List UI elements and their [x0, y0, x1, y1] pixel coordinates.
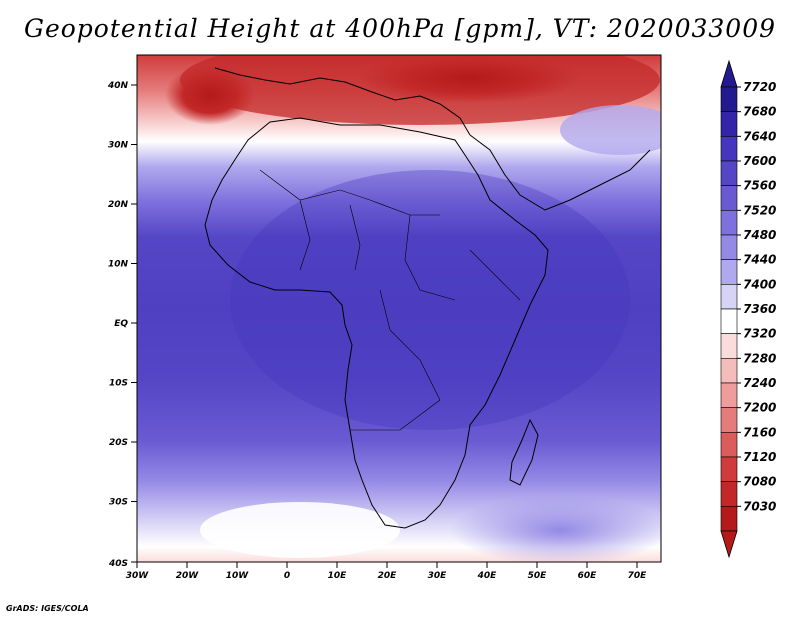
- colorbar-swatch: [720, 333, 738, 359]
- colorbar-swatch: [720, 86, 738, 112]
- lon-label: 40E: [477, 571, 498, 581]
- mediterranean-north-coast: [214, 67, 471, 136]
- lat-label: 30S: [109, 498, 128, 508]
- colorbar-label: 7240: [743, 376, 776, 390]
- colorbar-swatch: [720, 407, 738, 433]
- colorbar-label: 7280: [743, 351, 776, 365]
- colorbar-label: 7520: [743, 203, 776, 217]
- colorbar-swatch: [720, 160, 738, 186]
- colorbar-swatch: [720, 358, 738, 384]
- lon-label: 50E: [528, 571, 548, 581]
- lon-label: 10E: [328, 571, 348, 581]
- country-borders: [259, 169, 521, 431]
- colorbar-label: 7640: [743, 129, 776, 143]
- colorbar-label: 7680: [743, 105, 776, 119]
- map-frame: [136, 54, 662, 563]
- colorbar-swatch: [720, 111, 738, 137]
- colorbar-swatch: [720, 456, 738, 482]
- lon-label: 20W: [176, 571, 200, 581]
- colorbar-label: 7080: [743, 475, 776, 489]
- lat-label: 40N: [107, 81, 129, 91]
- map-title: Geopotential Height at 400hPa [gpm], VT:…: [23, 14, 777, 43]
- lat-label: 10S: [109, 379, 128, 389]
- colorbar-swatch: [720, 308, 738, 334]
- colorbar-label: 7560: [743, 179, 776, 193]
- colorbar-swatch: [720, 284, 738, 310]
- lon-label: 70E: [628, 571, 648, 581]
- lon-label: 30E: [428, 571, 448, 581]
- lat-label: 30N: [108, 141, 129, 151]
- colorbar-swatch: [720, 481, 738, 507]
- lat-label: 20N: [108, 200, 129, 210]
- colorbar-bottom-arrow: [720, 530, 738, 559]
- lon-label: 30W: [126, 571, 150, 581]
- colorbar-swatch: [720, 382, 738, 408]
- colorbar-label: 7400: [743, 277, 776, 291]
- colorbar-swatch: [720, 210, 738, 236]
- colorbar-swatch: [720, 432, 738, 458]
- colorbar-label: 7030: [743, 499, 776, 513]
- footer-credit: GrADS: IGES/COLA: [6, 604, 89, 613]
- colorbar-label: 7120: [743, 450, 776, 464]
- lat-label: EQ: [114, 319, 128, 329]
- colorbar-top-arrow: [720, 59, 738, 88]
- lat-label: 20S: [109, 438, 128, 448]
- colorbar-swatch: [720, 259, 738, 285]
- lon-label: 60E: [578, 571, 598, 581]
- colorbar-label: 7200: [743, 401, 776, 415]
- colorbar-label: 7440: [743, 253, 776, 267]
- lon-label: 10W: [226, 571, 250, 581]
- lon-label: 20E: [378, 571, 398, 581]
- colorbar-label: 7600: [743, 154, 776, 168]
- colorbar: 7720 7680 7640 7600 7560 7520 7480 7440 7400 7360…: [720, 59, 776, 559]
- arabian-coast: [469, 134, 651, 211]
- colorbar-swatch: [720, 506, 738, 532]
- colorbar-swatch: [720, 234, 738, 260]
- lat-label: 40S: [108, 559, 128, 569]
- height-field: [137, 55, 661, 562]
- colorbar-swatch: [720, 185, 738, 211]
- colorbar-label: 7480: [743, 228, 776, 242]
- colorbar-swatch: [720, 136, 738, 162]
- lat-label: 10N: [108, 260, 129, 270]
- madagascar-coastline: [509, 418, 539, 486]
- coastlines: [204, 67, 651, 529]
- colorbar-label: 7720: [743, 80, 776, 94]
- lon-label: 0: [284, 571, 290, 581]
- latitude-axis: 40N 30N 20N 10N EQ 10S 20S 30S 40S: [107, 81, 137, 569]
- longitude-axis: 30W 20W 10W 0 10E 20E 30E 40E 50E 60E 70E: [126, 562, 647, 581]
- colorbar-label: 7160: [743, 425, 776, 439]
- colorbar-label: 7360: [743, 302, 776, 316]
- colorbar-label: 7320: [743, 327, 776, 341]
- africa-coastline: [204, 117, 549, 529]
